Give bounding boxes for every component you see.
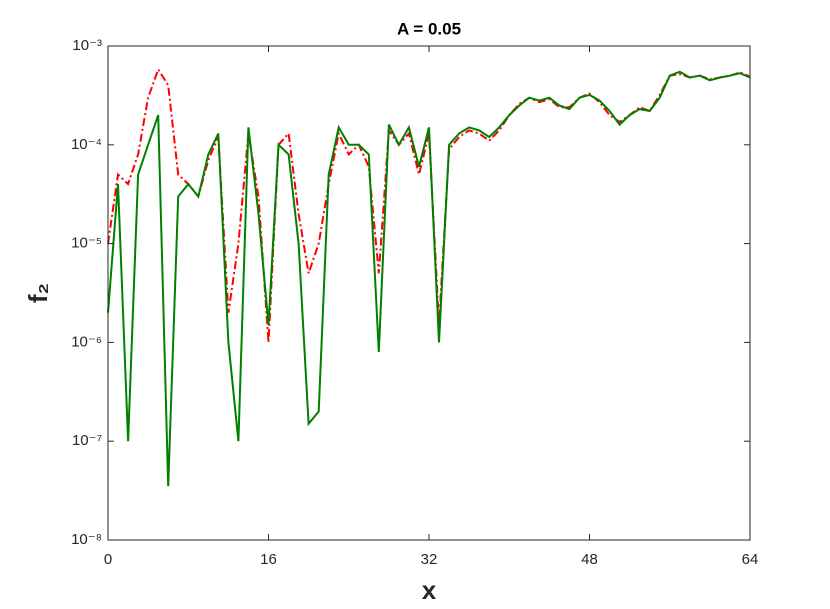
x-tick-label: 64 [742, 551, 759, 568]
x-axis-label: x [422, 575, 437, 605]
y-tick-label: 10⁻⁴ [71, 136, 102, 153]
chart-title: A = 0.05 [397, 19, 461, 38]
y-tick-label: 10⁻⁸ [71, 531, 102, 548]
series-line [107, 67, 751, 343]
x-tick-label: 32 [421, 551, 438, 568]
x-tick-label: 0 [104, 551, 112, 568]
series-line [107, 70, 751, 487]
x-tick-label: 48 [581, 551, 598, 568]
y-tick-label: 10⁻⁵ [71, 235, 102, 252]
y-axis-label: f₂ [23, 283, 53, 303]
y-tick-label: 10⁻³ [72, 37, 102, 54]
y-tick-label: 10⁻⁶ [71, 333, 102, 350]
x-tick-label: 16 [260, 551, 277, 568]
y-tick-label: 10⁻⁷ [72, 432, 102, 449]
